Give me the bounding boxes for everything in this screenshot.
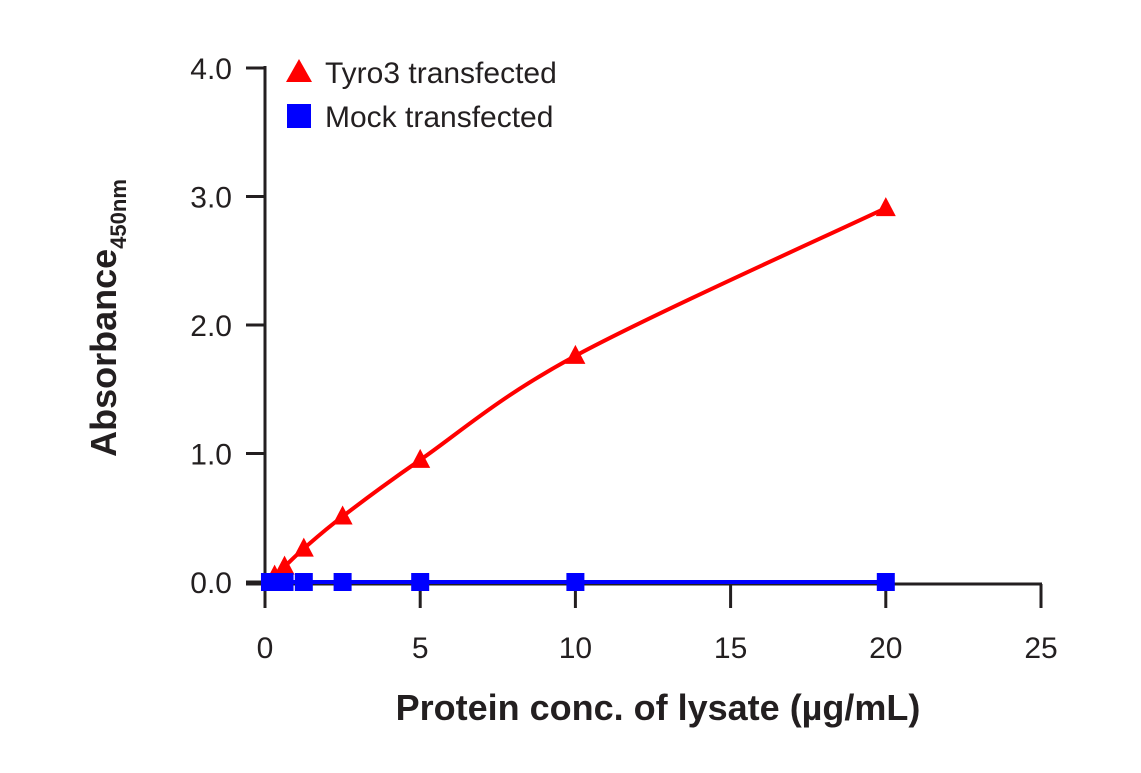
data-point-triangle	[410, 448, 431, 468]
y-tick-label: 1.0	[190, 439, 232, 472]
data-point-triangle	[293, 537, 314, 557]
legend-label: Tyro3 transfected	[325, 57, 557, 90]
x-tick-label: 10	[559, 632, 592, 665]
x-tick-label: 20	[869, 632, 902, 665]
legend: Tyro3 transfected Mock transfected	[286, 57, 557, 134]
legend-label: Mock transfected	[325, 101, 553, 134]
y-tick-label: 0.0	[190, 567, 232, 600]
axes	[246, 66, 1042, 608]
legend-square-icon	[287, 104, 311, 128]
data-point-square	[566, 573, 585, 591]
y-axis-label: Absorbance450nm	[83, 179, 131, 457]
data-point-triangle	[332, 505, 353, 525]
data-point-square	[294, 573, 313, 591]
data-point-square	[275, 573, 294, 591]
legend-triangle-icon	[286, 59, 312, 82]
data-point-square	[876, 573, 895, 591]
x-tick-label: 15	[714, 632, 747, 665]
x-tick-label: 0	[257, 632, 274, 665]
series-line-0	[273, 206, 887, 578]
data-point-square	[333, 573, 352, 591]
y-tick-label: 3.0	[190, 182, 232, 215]
y-tick-label: 4.0	[190, 53, 232, 86]
y-tick-label: 2.0	[190, 310, 232, 343]
x-axis-label: Protein conc. of lysate (µg/mL)	[396, 687, 921, 728]
y-axis-label-main: Absorbance	[83, 249, 124, 457]
data-point-triangle	[875, 197, 896, 217]
x-tick-label: 5	[412, 632, 429, 665]
data-point-triangle	[565, 344, 586, 364]
data-point-square	[411, 573, 430, 591]
y-axis-label-subscript: 450nm	[106, 179, 131, 249]
x-tick-label: 25	[1024, 632, 1057, 665]
data-point-triangle	[274, 555, 295, 575]
